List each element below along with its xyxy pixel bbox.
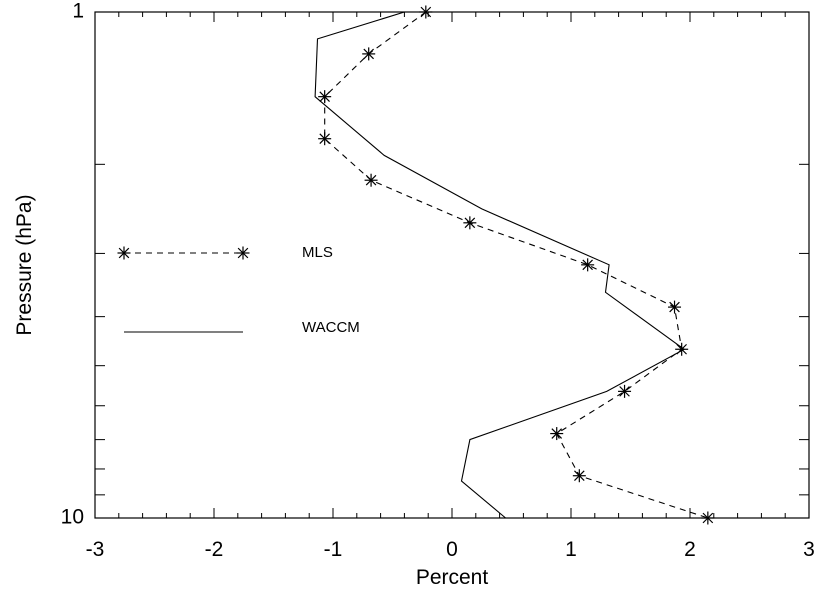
x-tick-label: -1	[324, 538, 343, 561]
x-tick-label: 2	[684, 538, 696, 561]
data-point-mls	[318, 90, 332, 104]
y-tick-label: 10	[61, 506, 84, 529]
data-point-mls	[364, 173, 378, 187]
x-axis-label: Percent	[416, 566, 489, 589]
data-point-mls	[572, 469, 586, 483]
y-axis-label: Pressure (hPa)	[13, 194, 36, 335]
data-point-mls	[668, 300, 682, 314]
series-line-waccm	[314, 11, 686, 519]
legend-label-waccm: WACCM	[302, 319, 360, 336]
y-axis-ticks: 1 10	[61, 0, 809, 529]
data-point-mls	[463, 216, 477, 230]
x-tick-label: -2	[205, 538, 224, 561]
legend-label-mls: MLS	[302, 244, 333, 261]
series-line-mls	[324, 11, 709, 519]
x-axis-ticks: -3 -2 -1 0 1 2 3	[86, 12, 815, 561]
legend-marker-mls	[236, 246, 250, 260]
legend-markers-mls	[117, 246, 250, 260]
x-tick-label: 3	[803, 538, 815, 561]
x-tick-label: 1	[565, 538, 577, 561]
x-tick-label: 0	[446, 538, 458, 561]
series-layer	[314, 5, 715, 525]
plot-frame	[94, 11, 810, 519]
x-tick-label: -3	[86, 538, 105, 561]
legend: MLS WACCM	[117, 244, 360, 336]
data-point-mls	[318, 132, 332, 146]
data-point-mls	[701, 511, 715, 525]
data-point-mls	[618, 384, 632, 398]
legend-marker-mls	[117, 246, 131, 260]
data-point-mls	[550, 427, 564, 441]
data-point-mls	[419, 5, 433, 19]
data-point-mls	[362, 47, 376, 61]
data-point-mls	[581, 258, 595, 272]
y-tick-label: 1	[72, 0, 84, 23]
